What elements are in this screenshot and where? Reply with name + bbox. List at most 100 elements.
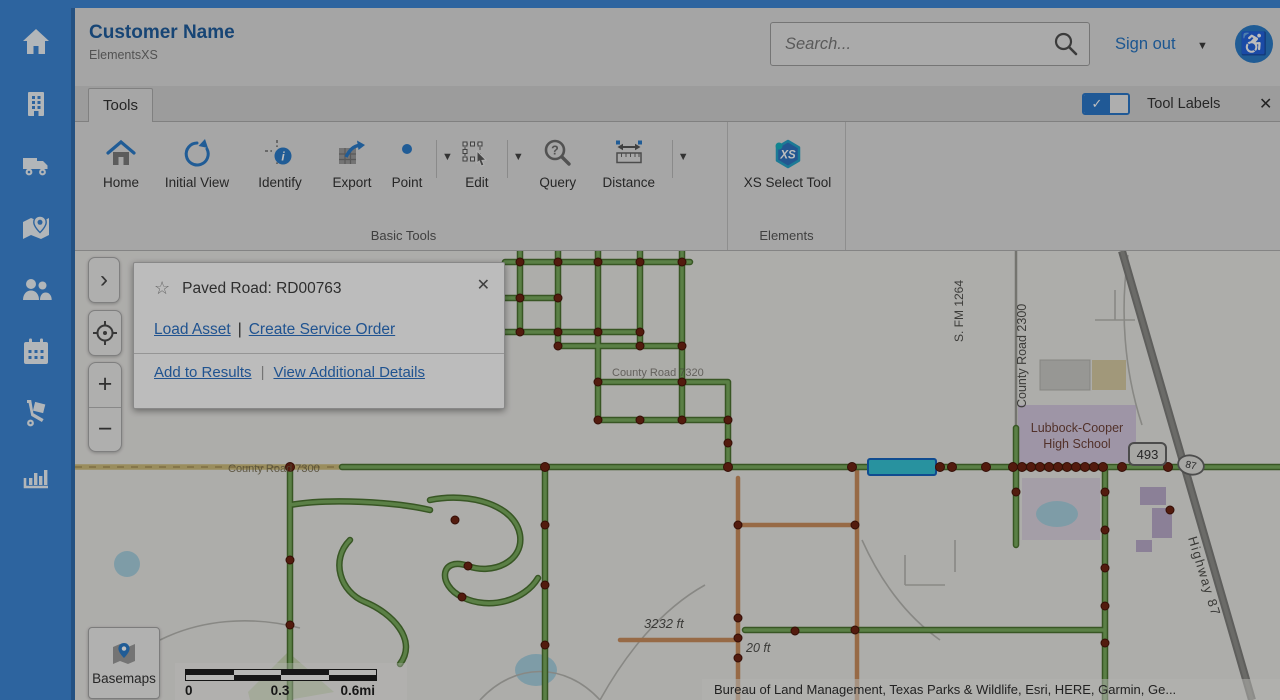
- scale-end: 0.6mi: [340, 683, 375, 698]
- sidebar-item-reports[interactable]: [16, 456, 56, 496]
- map-canvas[interactable]: S. FM 1264 County Road 2300 County Road …: [75, 251, 1280, 700]
- tool-point-split: Point ▼: [384, 138, 453, 250]
- zoom-in-button[interactable]: +: [97, 370, 113, 399]
- svg-text:XS: XS: [779, 150, 796, 162]
- sidebar-item-map[interactable]: [16, 208, 56, 248]
- tool-point[interactable]: Point: [384, 138, 430, 190]
- map-asset-dots: [285, 257, 1175, 663]
- basemap-icon: [113, 643, 135, 664]
- map-labels: S. FM 1264 County Road 2300 County Road …: [228, 280, 1224, 655]
- tool-edit-split: Edit ▼: [453, 138, 524, 250]
- route-shield-493: 493: [1128, 442, 1167, 466]
- tool-initial-view[interactable]: Initial View: [154, 138, 240, 250]
- tool-labels-toggle[interactable]: ✓: [1082, 93, 1130, 115]
- panel-expand-button[interactable]: ›: [88, 257, 120, 303]
- popup-primary-links: Load Asset | Create Service Order: [154, 321, 396, 338]
- scale-middle: 0.3: [270, 683, 290, 698]
- map-highway-87: [1118, 251, 1256, 700]
- toggle-check-icon: ✓: [1084, 95, 1110, 113]
- map-viewport: S. FM 1264 County Road 2300 County Road …: [75, 251, 1280, 700]
- scale-bar: 0 0.3 0.6mi: [175, 663, 407, 700]
- query-search-icon: ?: [544, 139, 571, 166]
- group-label-basic-tools: Basic Tools: [370, 228, 437, 243]
- tool-xs-select[interactable]: XS XS Select Tool: [738, 138, 838, 250]
- distance-label-partial: 20 ft: [745, 641, 771, 655]
- tool-labels-label: Tool Labels: [1147, 96, 1221, 112]
- tool-identify[interactable]: i Identify: [240, 138, 320, 250]
- tool-distance-split: Distance ▼: [592, 138, 689, 250]
- star-icon[interactable]: ☆: [154, 278, 171, 298]
- svg-text:87: 87: [1184, 459, 1198, 472]
- map-attribution: Bureau of Land Management, Texas Parks &…: [702, 679, 1280, 700]
- chevron-down-icon[interactable]: ▼: [1197, 40, 1208, 52]
- locate-icon: [93, 321, 117, 345]
- sidebar-item-home[interactable]: [16, 22, 56, 62]
- search-box: [770, 22, 1090, 66]
- sidebar-item-customers[interactable]: [16, 270, 56, 310]
- tool-home[interactable]: Home: [88, 138, 154, 250]
- tool-query[interactable]: ? Query: [524, 138, 592, 250]
- export-arrow-icon: [339, 140, 365, 164]
- road-label-county-road-2300: County Road 2300: [1015, 304, 1029, 408]
- ribbon-group-basic-tools: Home Initial View i Identify: [80, 122, 728, 250]
- tab-tools[interactable]: Tools: [88, 88, 154, 122]
- tool-distance[interactable]: Distance: [592, 138, 666, 190]
- route-shield-87: 87: [1177, 454, 1205, 476]
- ribbon-group-elements: XS XS Select Tool Elements: [728, 122, 846, 250]
- popup-divider: [134, 353, 504, 354]
- building-icon: [27, 92, 44, 116]
- home-icon: [106, 139, 136, 165]
- close-icon[interactable]: ✕: [1259, 96, 1273, 113]
- load-asset-link[interactable]: Load Asset: [154, 321, 231, 338]
- popup-title: Paved Road: RD00763: [182, 279, 342, 297]
- road-label-county-road-7300: County Road 7300: [228, 463, 320, 475]
- selected-road-segment[interactable]: [867, 458, 937, 476]
- scale-start: 0: [185, 683, 193, 698]
- view-additional-details-link[interactable]: View Additional Details: [273, 364, 425, 381]
- road-label-county-road-7320: County Road 7320: [612, 367, 704, 379]
- sidebar-item-scheduling[interactable]: [16, 332, 56, 372]
- road-label-s-fm-1264: S. FM 1264: [952, 280, 966, 342]
- basemaps-button[interactable]: Basemaps: [88, 627, 160, 699]
- xs-hexagon-icon: XS: [775, 139, 800, 169]
- sidebar-item-fleet[interactable]: [16, 146, 56, 186]
- customer-name: Customer Name: [89, 22, 235, 43]
- group-label-elements: Elements: [759, 228, 814, 243]
- distance-label-3232: 3232 ft: [644, 616, 685, 631]
- zoom-out-button[interactable]: −: [97, 414, 113, 443]
- sidebar-item-inventory[interactable]: [16, 394, 56, 434]
- map-location-icon: [22, 215, 49, 239]
- tool-edit[interactable]: Edit: [453, 138, 501, 190]
- close-icon[interactable]: ✕: [476, 277, 490, 294]
- calendar-icon: [23, 338, 48, 364]
- search-icon[interactable]: [1052, 30, 1080, 58]
- chevron-down-icon[interactable]: ▼: [512, 151, 524, 163]
- search-input[interactable]: [771, 34, 1052, 54]
- map-roads-tan: [617, 464, 860, 700]
- school-label-line1: Lubbock-Cooper: [1031, 421, 1123, 435]
- app-header: Customer Name ElementsXS Sign out ▼ ♿: [75, 8, 1280, 86]
- tool-export[interactable]: Export: [320, 138, 384, 250]
- sidebar-item-facilities[interactable]: [16, 84, 56, 124]
- chevron-down-icon[interactable]: ▼: [677, 151, 689, 163]
- ribbon-toolbar: Home Initial View i Identify: [75, 122, 1280, 251]
- point-dot-icon: [402, 144, 412, 154]
- create-service-order-link[interactable]: Create Service Order: [248, 321, 396, 338]
- users-icon: [22, 279, 52, 300]
- sidebar-nav: [0, 0, 71, 700]
- bar-chart-icon: [23, 470, 48, 489]
- add-to-results-link[interactable]: Add to Results: [154, 364, 252, 381]
- svg-text:493: 493: [1137, 447, 1159, 462]
- zoom-controls: + −: [88, 362, 122, 452]
- truck-icon: [22, 158, 47, 176]
- identify-info-icon: i: [265, 140, 292, 165]
- chevron-down-icon[interactable]: ▼: [442, 151, 453, 163]
- distance-ruler-icon: [615, 140, 642, 164]
- locate-button[interactable]: [88, 310, 122, 356]
- app-name: ElementsXS: [89, 48, 158, 62]
- reset-view-icon: [184, 139, 210, 167]
- accessibility-button[interactable]: ♿: [1235, 25, 1273, 63]
- sign-out-button[interactable]: Sign out: [1115, 35, 1176, 53]
- svg-text:?: ?: [551, 144, 559, 158]
- handtruck-icon: [26, 400, 45, 427]
